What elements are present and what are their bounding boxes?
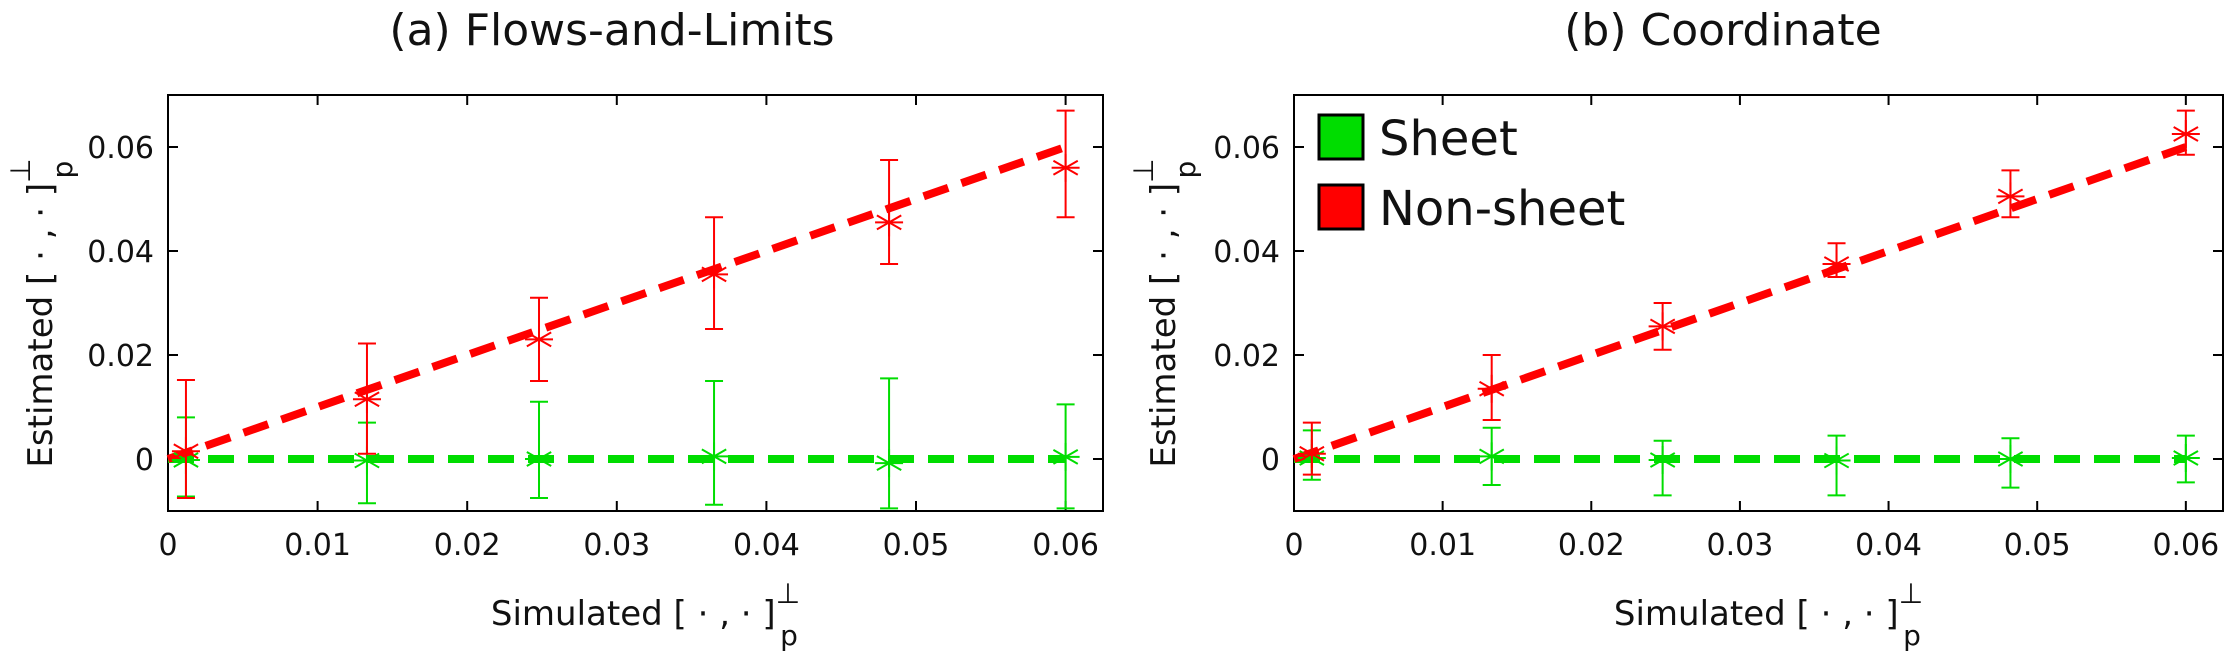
y-tick-label: 0.02 (87, 339, 154, 374)
data-point-non-sheet (1648, 312, 1677, 341)
chart-panel-b: (b) Coordinate 0 0.01 0.02 0.03 0.04 0.05 0.06 0… (1127, 5, 2224, 652)
data-point-non-sheet (352, 385, 381, 414)
x-tick-label: 0.03 (583, 528, 650, 563)
data-point-sheet (700, 442, 729, 471)
x-tick-label: 0.02 (434, 528, 501, 563)
x-axis-label: Simulated [ · , · ]⊥ p (491, 577, 800, 652)
legend-swatch-sheet (1317, 113, 1365, 161)
x-tick-label: 0.02 (1558, 528, 1625, 563)
data-point-non-sheet (171, 437, 200, 466)
y-tick-label: 0.06 (1213, 131, 1280, 166)
data-point-sheet (1477, 442, 1506, 471)
y-tick-label: 0 (1261, 443, 1280, 478)
y-tick-label: 0.04 (1213, 235, 1280, 270)
x-tick-label: 0.04 (1855, 528, 1922, 563)
data-point-non-sheet (525, 325, 554, 354)
x-tick-label: 0.05 (883, 528, 950, 563)
x-tick-label: 0.01 (1409, 528, 1476, 563)
x-tick-label: 0.06 (2152, 528, 2219, 563)
chart-panel-a: (a) Flows-and-Limits 0 0.01 0.02 0.03 0.04 0.0… (4, 5, 1104, 652)
data-point-non-sheet (700, 260, 729, 289)
data-point-sheet (1051, 442, 1080, 471)
data-point-sheet (525, 445, 554, 473)
chart-title: (a) Flows-and-Limits (389, 5, 834, 56)
data-point-non-sheet (1297, 439, 1326, 468)
x-tick-label: 0 (1284, 528, 1303, 563)
y-tick-label: 0.06 (87, 131, 154, 166)
data-point-sheet (1822, 446, 1851, 475)
x-tick-label: 0 (158, 528, 177, 563)
data-point-non-sheet (1996, 182, 2025, 211)
data-point-sheet (2171, 443, 2200, 472)
data-point-sheet (1648, 446, 1677, 475)
x-tick-label: 0.03 (1707, 528, 1774, 563)
y-axis-label: Estimated [ · , · ]⊥ p (1127, 158, 1202, 467)
data-point-sheet (875, 449, 904, 478)
data-point-non-sheet (875, 208, 904, 237)
x-tick-label: 0.04 (733, 528, 800, 563)
y-tick-label: 0.02 (1213, 339, 1280, 374)
legend: Sheet Non-sheet (1317, 111, 1625, 237)
y-tick-label: 0 (135, 443, 154, 478)
legend-swatch-non-sheet (1317, 183, 1365, 231)
data-point-sheet (1996, 445, 2025, 473)
fit-line-non-sheet (166, 143, 1067, 463)
legend-label: Non-sheet (1379, 181, 1625, 237)
y-axis-label: Estimated [ · , · ]⊥ p (4, 158, 79, 467)
data-point-non-sheet (2171, 120, 2200, 148)
y-tick-label: 0.04 (87, 235, 154, 270)
x-tick-label: 0.01 (284, 528, 351, 563)
data-point-non-sheet (1477, 374, 1506, 403)
plot-frame (1293, 94, 2224, 512)
chart-title: (b) Coordinate (1564, 5, 1881, 56)
x-tick-label: 0.05 (2004, 528, 2071, 563)
x-tick-label: 0.06 (1032, 528, 1099, 563)
x-axis-label: Simulated [ · , · ]⊥ p (1614, 577, 1923, 652)
plot-frame (167, 94, 1104, 512)
legend-label: Sheet (1379, 111, 1518, 167)
data-point-non-sheet (1822, 250, 1851, 278)
data-point-non-sheet (1051, 153, 1080, 182)
